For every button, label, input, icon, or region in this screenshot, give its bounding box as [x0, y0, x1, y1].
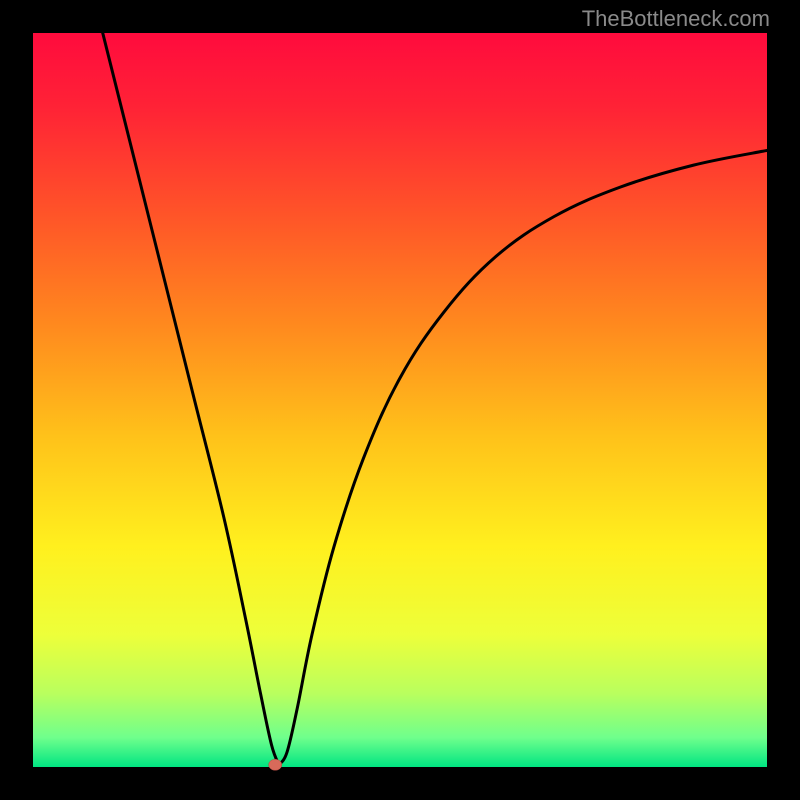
watermark-text: TheBottleneck.com: [582, 6, 770, 32]
chart-background: [33, 33, 767, 767]
bottleneck-chart: [0, 0, 800, 800]
optimum-marker: [269, 759, 282, 770]
